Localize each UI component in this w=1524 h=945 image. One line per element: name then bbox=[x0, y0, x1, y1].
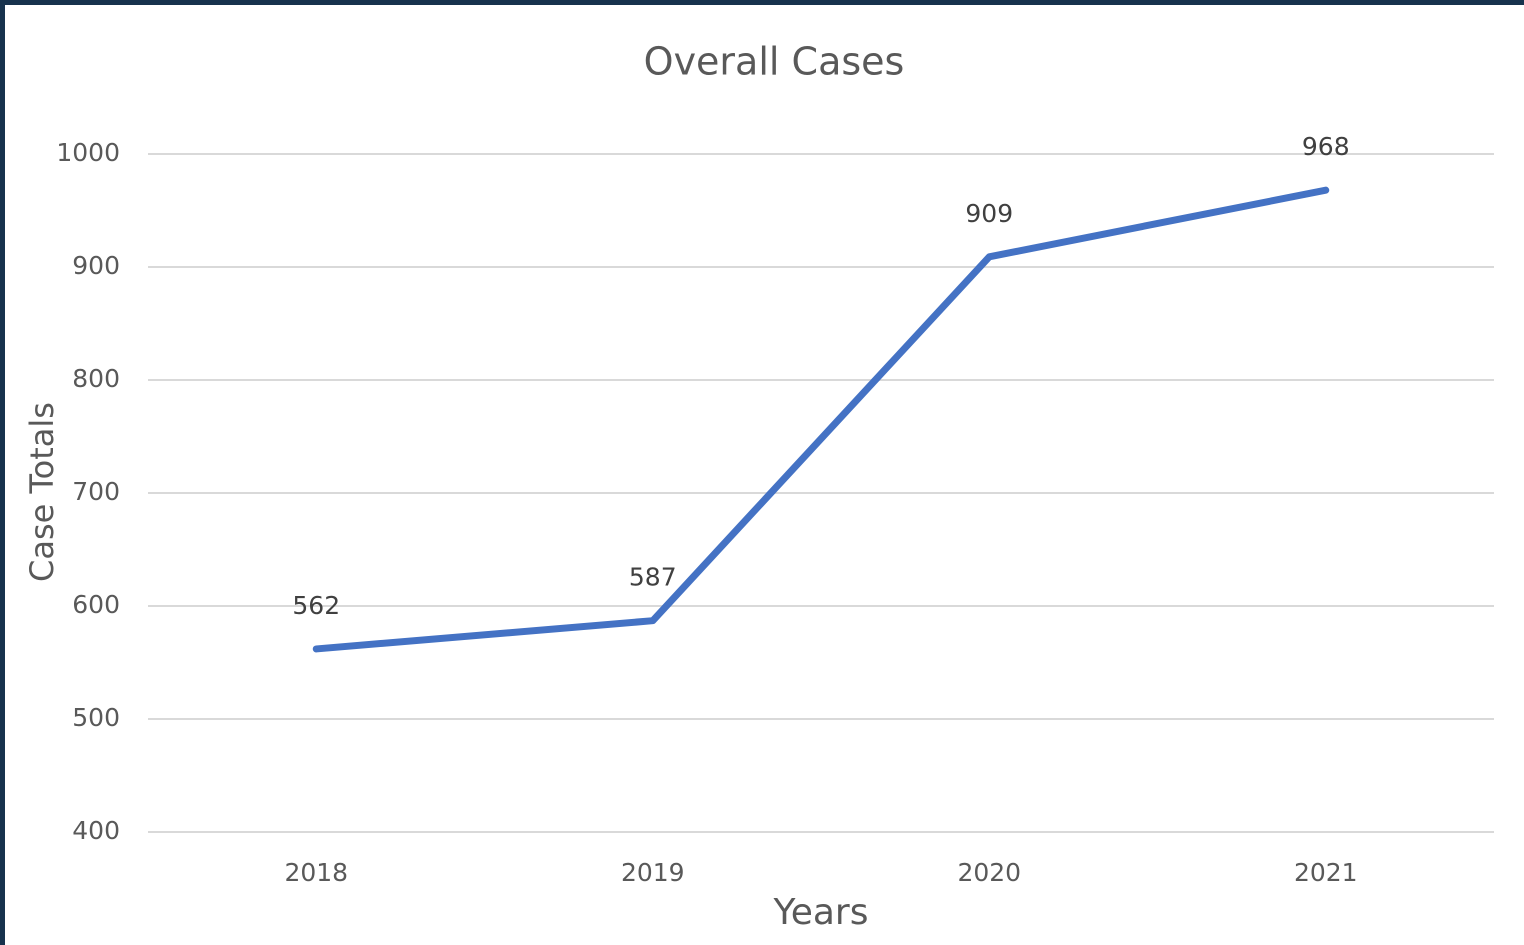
y-tick-label: 1000 bbox=[56, 138, 120, 167]
y-tick-label: 400 bbox=[72, 816, 120, 845]
data-label: 909 bbox=[965, 199, 1013, 228]
y-tick-label: 500 bbox=[72, 703, 120, 732]
x-tick-label: 2019 bbox=[621, 858, 685, 887]
x-tick-label: 2021 bbox=[1294, 858, 1358, 887]
x-tick-label: 2020 bbox=[957, 858, 1021, 887]
y-tick-label: 700 bbox=[72, 477, 120, 506]
y-axis-title: Case Totals bbox=[23, 402, 61, 582]
y-tick-label: 800 bbox=[72, 364, 120, 393]
chart-background bbox=[5, 5, 1524, 945]
x-tick-label: 2018 bbox=[284, 858, 348, 887]
x-axis-title: Years bbox=[773, 892, 869, 933]
y-tick-label: 900 bbox=[72, 251, 120, 280]
line-series bbox=[312, 186, 1330, 653]
data-label: 968 bbox=[1302, 132, 1350, 161]
data-label: 587 bbox=[629, 563, 677, 592]
y-tick-label: 600 bbox=[72, 590, 120, 619]
chart-title: Overall Cases bbox=[644, 40, 905, 84]
data-label: 562 bbox=[292, 591, 340, 620]
